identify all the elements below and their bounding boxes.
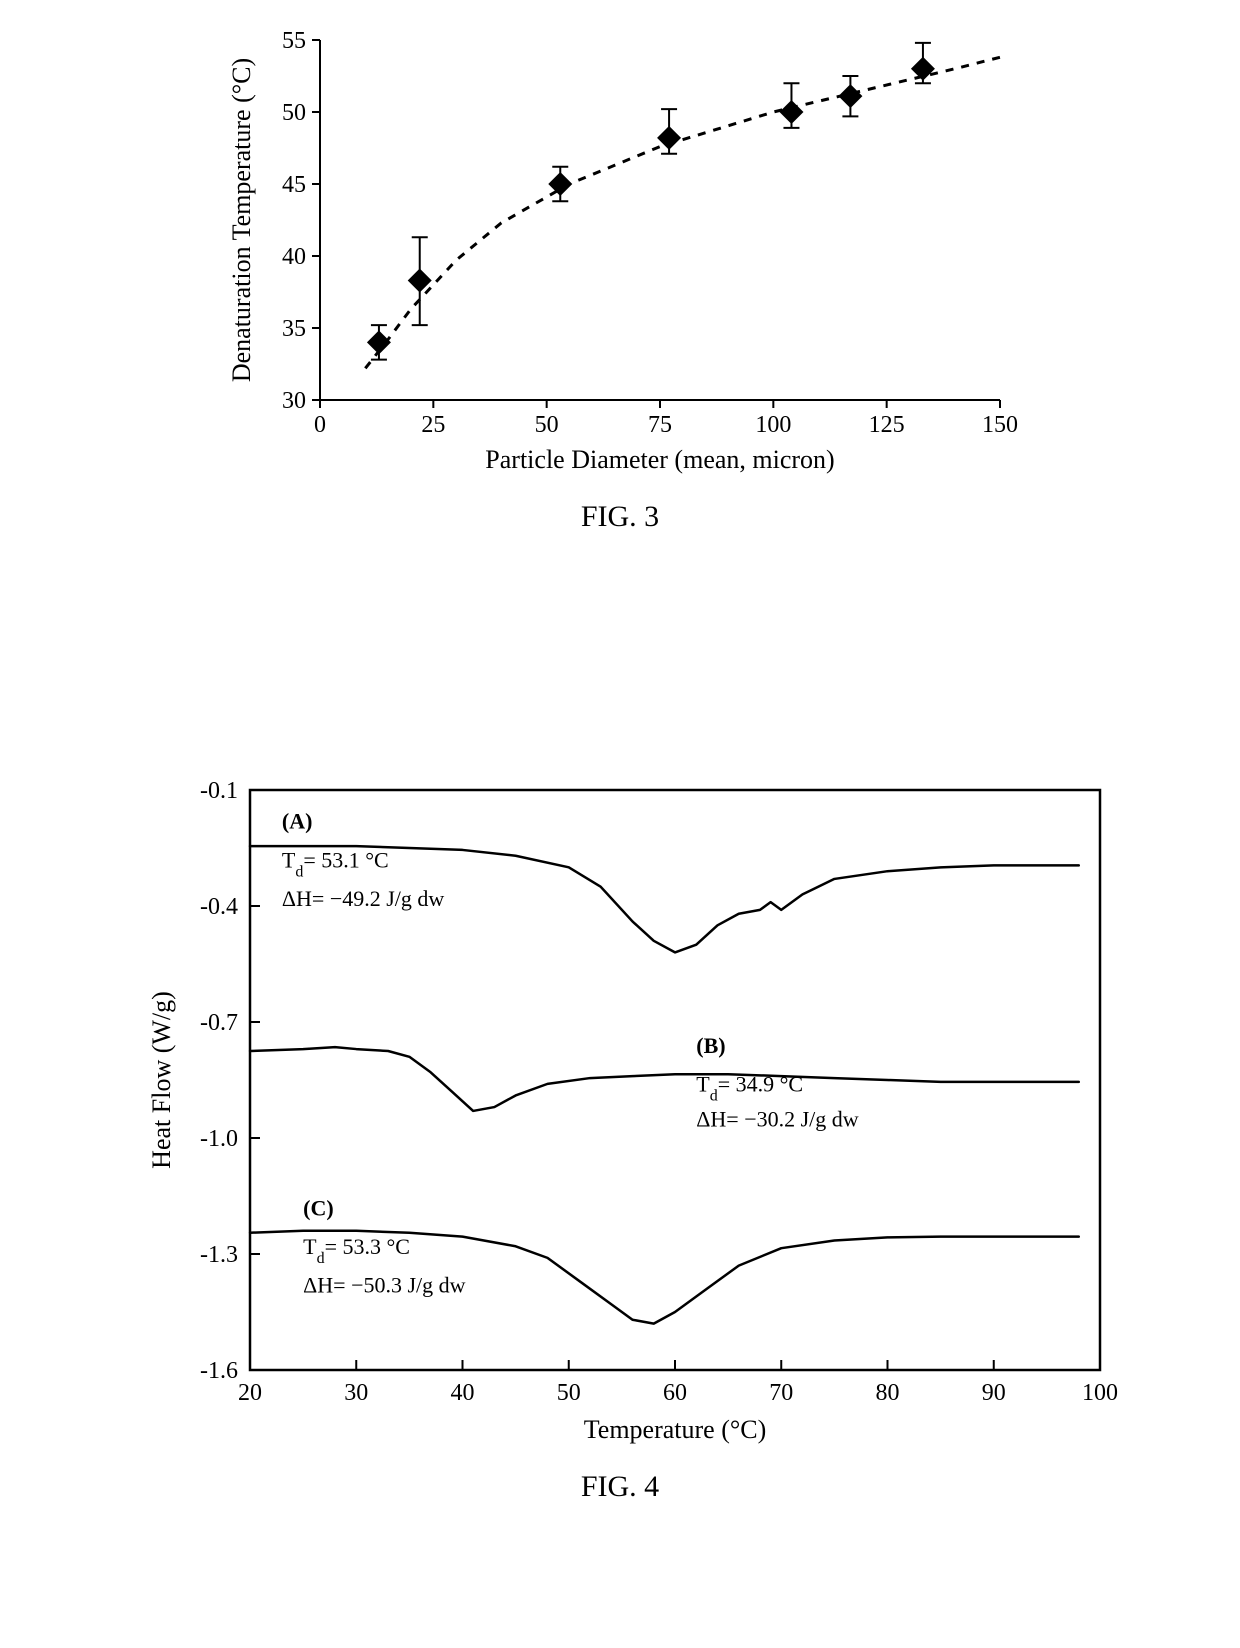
svg-text:45: 45 [282, 172, 306, 198]
svg-text:(C): (C) [303, 1195, 334, 1220]
svg-text:-0.7: -0.7 [200, 1010, 238, 1036]
svg-text:ΔH= −49.2 J/g dw: ΔH= −49.2 J/g dw [282, 886, 445, 911]
figure-3-block: 0 25 50 75 100 125 150 30 35 40 45 50 55 Particle Dia… [0, 20, 1240, 534]
svg-text:55: 55 [282, 28, 306, 54]
svg-text:Heat Flow (W/g): Heat Flow (W/g) [147, 991, 176, 1169]
svg-text:-0.1: -0.1 [200, 778, 238, 804]
svg-text:90: 90 [982, 1380, 1006, 1406]
svg-text:-1.0: -1.0 [200, 1126, 238, 1152]
svg-text:30: 30 [282, 388, 306, 414]
svg-text:-1.6: -1.6 [200, 1358, 238, 1384]
svg-text:30: 30 [344, 1380, 368, 1406]
svg-text:35: 35 [282, 316, 306, 342]
svg-text:100: 100 [1082, 1380, 1118, 1406]
svg-text:Temperature (°C): Temperature (°C) [584, 1415, 767, 1444]
svg-text:ΔH= −30.2 J/g dw: ΔH= −30.2 J/g dw [696, 1106, 859, 1131]
svg-text:60: 60 [663, 1380, 687, 1406]
svg-text:-0.4: -0.4 [200, 894, 238, 920]
svg-text:-1.3: -1.3 [200, 1242, 238, 1268]
svg-text:100: 100 [755, 412, 791, 438]
svg-text:50: 50 [557, 1380, 581, 1406]
page: 0 25 50 75 100 125 150 30 35 40 45 50 55 Particle Dia… [0, 0, 1240, 1648]
svg-text:40: 40 [451, 1380, 475, 1406]
figure-3-chart: 0 25 50 75 100 125 150 30 35 40 45 50 55 Particle Dia… [210, 20, 1030, 490]
figure-4-chart: 20 30 40 50 60 70 80 90 100 -0.1 -0.4 -0.7 -1.0 -1.3 -… [110, 760, 1130, 1460]
svg-text:50: 50 [535, 412, 559, 438]
svg-text:(B): (B) [696, 1033, 725, 1058]
svg-text:Particle Diameter (mean, micro: Particle Diameter (mean, micron) [485, 445, 834, 474]
svg-text:Td= 34.9 °C: Td= 34.9 °C [696, 1072, 803, 1105]
figure-4-caption: FIG. 4 [0, 1470, 1240, 1504]
svg-text:25: 25 [421, 412, 445, 438]
svg-text:ΔH= −50.3 J/g dw: ΔH= −50.3 J/g dw [303, 1273, 466, 1298]
svg-text:50: 50 [282, 100, 306, 126]
svg-text:80: 80 [876, 1380, 900, 1406]
figure-4-block: 20 30 40 50 60 70 80 90 100 -0.1 -0.4 -0.7 -1.0 -1.3 -… [0, 760, 1240, 1504]
svg-text:70: 70 [769, 1380, 793, 1406]
svg-text:0: 0 [314, 412, 326, 438]
svg-text:40: 40 [282, 244, 306, 270]
figure-3-caption: FIG. 3 [0, 500, 1240, 534]
svg-text:20: 20 [238, 1380, 262, 1406]
svg-text:Td= 53.3 °C: Td= 53.3 °C [303, 1234, 410, 1267]
svg-text:75: 75 [648, 412, 672, 438]
svg-text:(A): (A) [282, 809, 313, 834]
svg-text:150: 150 [982, 412, 1018, 438]
svg-text:Denaturation Temperature (°C): Denaturation Temperature (°C) [227, 58, 256, 382]
svg-text:Td= 53.1 °C: Td= 53.1 °C [282, 847, 389, 880]
svg-text:125: 125 [869, 412, 905, 438]
